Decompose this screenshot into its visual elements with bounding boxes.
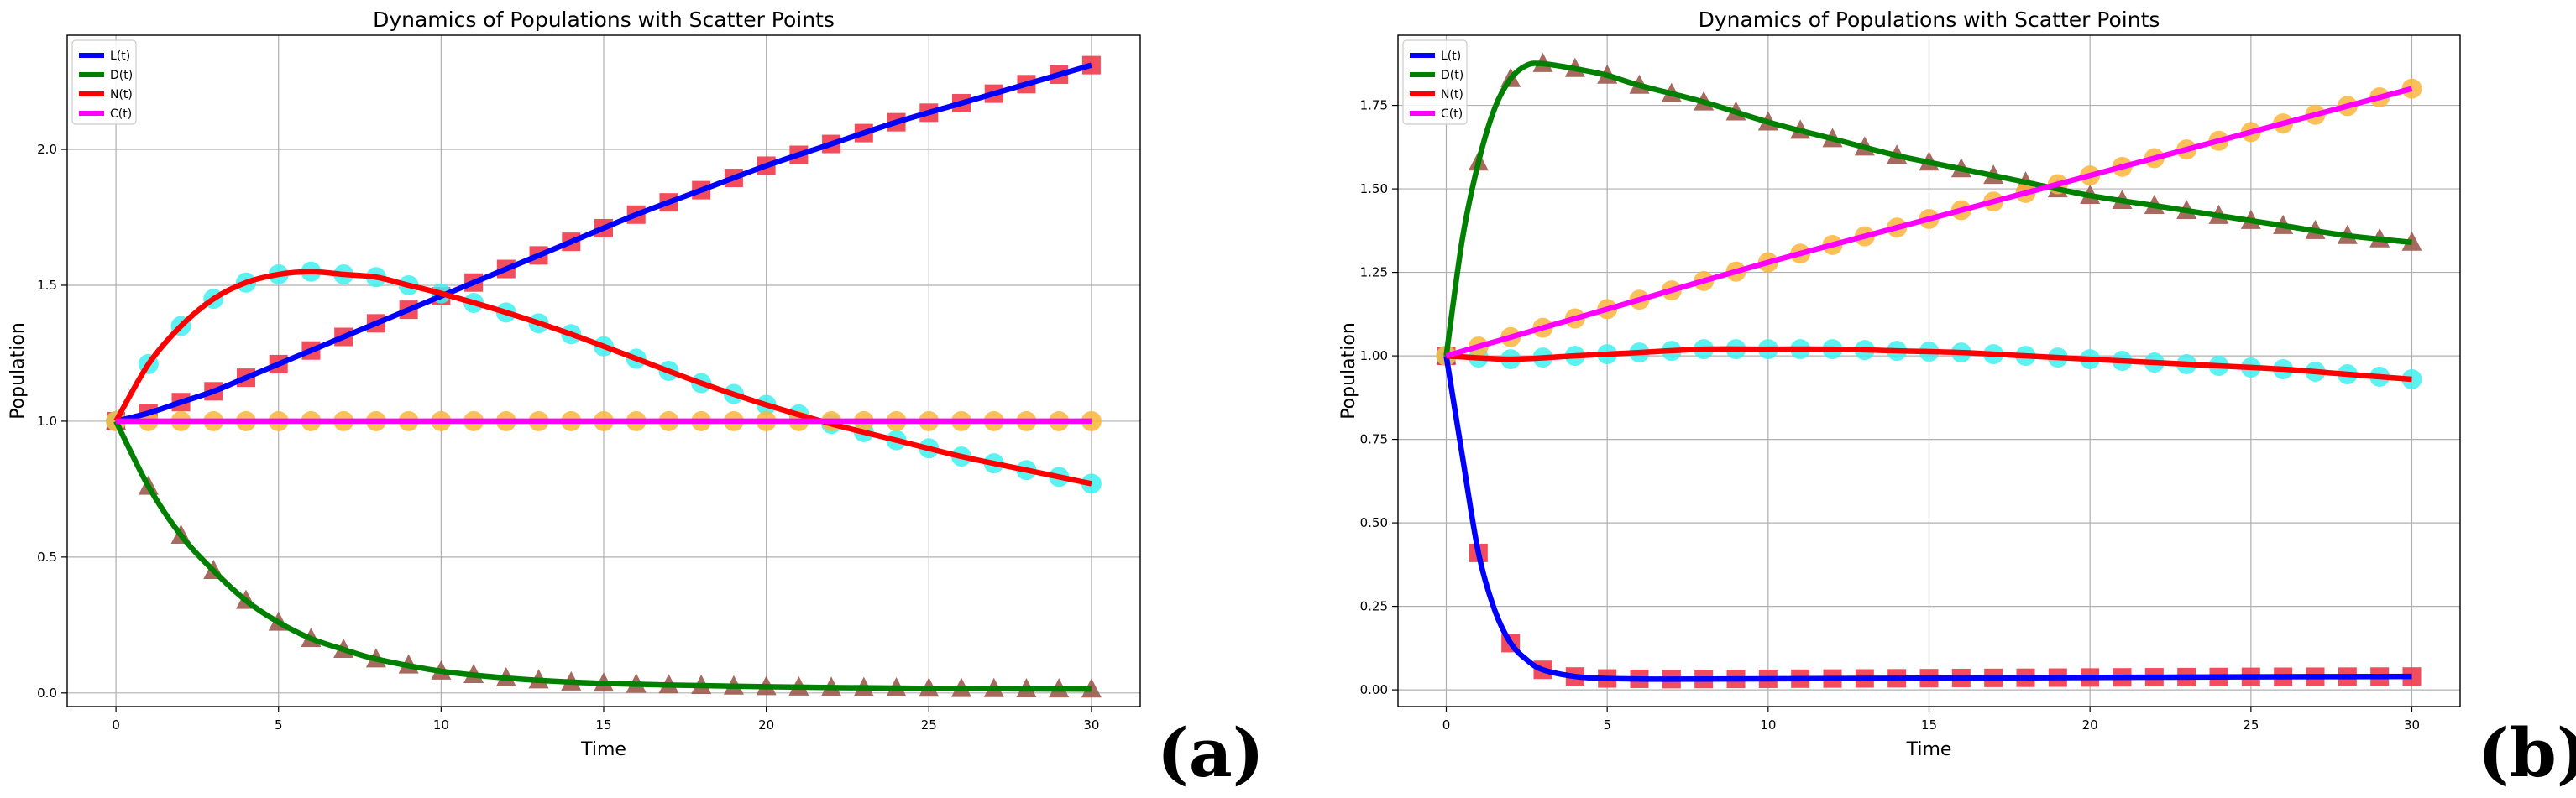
x-tick-label: 15 [595, 717, 611, 733]
series-line-dt [113, 420, 1092, 692]
legend-label: C(t) [1441, 107, 1463, 121]
x-tick-label: 30 [2404, 717, 2420, 733]
panel-label: (a) [1157, 713, 1264, 792]
x-tick-label: 10 [1760, 717, 1776, 733]
legend: L(t) D(t) N(t) C(t) [71, 39, 137, 125]
x-tick-label: 5 [1603, 717, 1611, 733]
y-tick-label: 1.5 [37, 278, 57, 293]
scatter-point [2402, 667, 2422, 686]
plot-area [1436, 52, 2422, 689]
legend-label: L(t) [1441, 50, 1461, 63]
y-tick-label: 1.00 [1360, 348, 1388, 363]
legend-label: L(t) [110, 50, 130, 63]
legend-label: N(t) [110, 88, 133, 102]
y-tick-label: 0.75 [1360, 432, 1388, 447]
panel-label: (b) [2478, 713, 2576, 792]
legend-box [1402, 39, 1468, 125]
y-axis-label: Population [1338, 322, 1359, 420]
x-tick-label: 25 [2243, 717, 2259, 733]
series-line-lt [115, 62, 1092, 425]
x-tick-label: 5 [275, 717, 283, 733]
y-tick-label: 0.50 [1360, 515, 1388, 530]
y-tick-label: 1.50 [1360, 181, 1388, 196]
grid [1398, 35, 2460, 707]
chart-panel-a: 0 5 10 15 20 25 30 0.0 0.5 1.0 1.5 2.0 Dynamics of P… [8, 8, 1141, 760]
series-line-nt [113, 269, 1092, 487]
legend-label: D(t) [110, 69, 133, 82]
plot-area [106, 55, 1102, 698]
y-tick-label: 1.25 [1360, 265, 1388, 280]
x-tick-label: 0 [112, 717, 120, 733]
grid [67, 35, 1140, 707]
y-axis-label: Population [8, 322, 29, 420]
legend: L(t) D(t) N(t) C(t) [1402, 39, 1468, 125]
x-axis-label: Time [580, 739, 626, 760]
series-line-nt [1446, 346, 2412, 383]
x-tick-label: 10 [433, 717, 449, 733]
series-line-lt [1443, 355, 2412, 682]
chart-title: Dynamics of Populations with Scatter Poi… [1699, 8, 2160, 32]
y-tick-label: 0.25 [1360, 599, 1388, 614]
y-tick-label: 2.0 [37, 142, 57, 157]
x-tick-label: 25 [921, 717, 937, 733]
y-tick-label: 1.75 [1360, 98, 1388, 113]
y-tick-label: 0.00 [1360, 682, 1388, 697]
chart-panel-b: 0 5 10 15 20 25 30 0.00 0.25 0.50 0.75 1.00 1.25 1.50… [1338, 8, 2461, 760]
series-line-ct [1445, 86, 2413, 359]
legend-label: D(t) [1441, 69, 1463, 82]
y-tick-label: 1.0 [37, 414, 57, 429]
x-tick-label: 20 [758, 717, 774, 733]
y-tick-label: 0.5 [37, 550, 57, 565]
x-axis-label: Time [1906, 739, 1952, 760]
legend-label: N(t) [1441, 88, 1463, 102]
y-tick-label: 0.0 [37, 686, 57, 701]
x-tick-label: 0 [1442, 717, 1451, 733]
x-tick-label: 30 [1083, 717, 1099, 733]
x-tick-label: 20 [2082, 717, 2098, 733]
scatter-point [2401, 368, 2422, 389]
x-tick-label: 15 [1921, 717, 1937, 733]
legend-label: C(t) [110, 107, 132, 121]
legend-box [71, 39, 137, 125]
chart-title: Dynamics of Populations with Scatter Poi… [373, 8, 835, 32]
series-line-dt [1443, 60, 2412, 357]
